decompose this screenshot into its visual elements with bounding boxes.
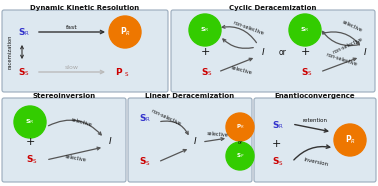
Text: R: R [24,31,28,36]
Text: racemization: racemization [8,35,12,69]
Text: fast: fast [66,25,78,30]
FancyBboxPatch shape [2,10,168,92]
Text: P$_R$: P$_R$ [236,123,244,132]
FancyBboxPatch shape [2,98,126,182]
Text: S: S [140,158,146,166]
Text: non-selective: non-selective [232,20,264,36]
Text: S: S [19,68,25,76]
Text: Enantioconvergence: Enantioconvergence [275,93,355,99]
Text: P$_R$: P$_R$ [119,26,130,38]
Circle shape [334,124,366,156]
Text: S: S [140,113,146,123]
Text: Dynamic Kinetic Resolution: Dynamic Kinetic Resolution [31,5,139,11]
Text: selective: selective [71,117,93,127]
Text: non-selective: non-selective [326,53,358,68]
Text: selective: selective [341,19,363,33]
Text: Cyclic Deracemization: Cyclic Deracemization [229,5,317,11]
Text: P: P [115,68,121,76]
Text: S: S [124,71,128,76]
Text: retention: retention [302,118,327,123]
Text: R: R [145,117,149,122]
Text: or: or [237,140,243,145]
Text: selective: selective [207,131,229,137]
Circle shape [189,14,221,46]
Text: non-selective: non-selective [332,37,364,55]
Text: S: S [307,71,311,76]
Text: S: S [278,161,282,166]
Text: I: I [262,47,264,57]
Text: R: R [278,124,282,129]
Text: S: S [302,68,308,76]
Text: or: or [279,47,287,57]
Text: S$_R$: S$_R$ [301,25,310,34]
Text: I: I [364,47,366,57]
Text: inversion: inversion [303,157,329,167]
Circle shape [226,142,254,170]
Text: S: S [27,155,33,164]
FancyBboxPatch shape [171,10,375,92]
Text: S$_P$: S$_P$ [236,152,244,161]
Text: S: S [32,159,36,164]
Text: S: S [24,71,28,76]
Text: S: S [273,121,279,129]
Text: I: I [194,137,196,147]
Circle shape [109,16,141,48]
Text: S$_R$: S$_R$ [25,118,35,126]
Circle shape [226,113,254,141]
Text: S: S [19,28,25,36]
Text: slow: slow [65,65,79,70]
Text: P$_R$: P$_R$ [345,134,355,146]
Text: S: S [273,158,279,166]
Text: I: I [109,137,111,147]
Text: selective: selective [231,65,253,75]
Text: S: S [207,71,211,76]
Text: non-selective: non-selective [150,109,182,127]
Circle shape [289,14,321,46]
Text: selective: selective [65,154,87,162]
Text: S$_R$: S$_R$ [200,25,209,34]
Circle shape [14,106,46,138]
Text: +: + [271,139,281,149]
FancyBboxPatch shape [128,98,252,182]
Text: S: S [202,68,208,76]
FancyBboxPatch shape [254,98,376,182]
Text: Stereoinversion: Stereoinversion [33,93,96,99]
Text: Linear Deracemization: Linear Deracemization [146,93,235,99]
Text: +: + [25,137,35,147]
Text: +: + [200,47,210,57]
Text: +: + [300,47,310,57]
Text: S: S [145,161,149,166]
